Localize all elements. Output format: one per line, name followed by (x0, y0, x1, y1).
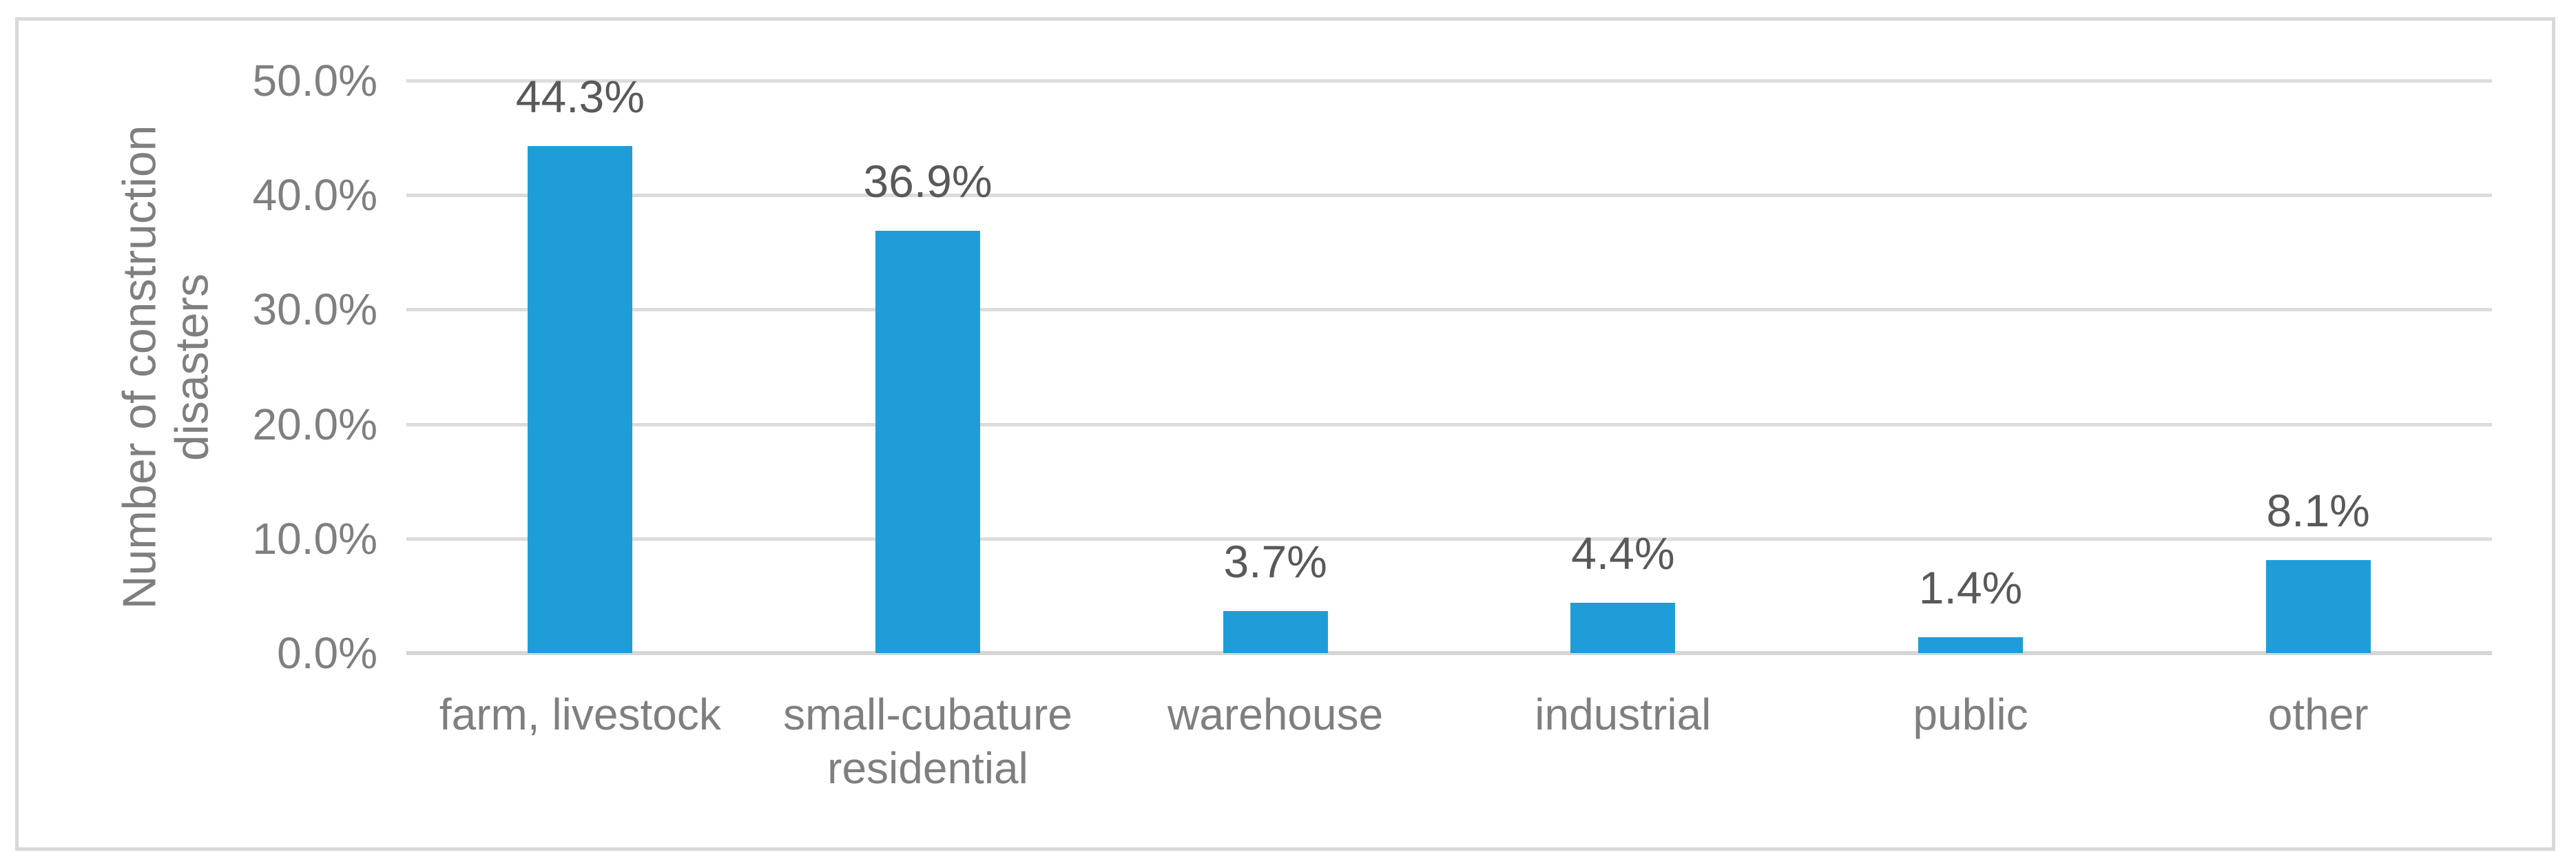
category-label: industrial (1535, 690, 1712, 739)
bar-value-label: 36.9% (863, 155, 993, 207)
bar-value-label: 4.4% (1571, 527, 1675, 579)
bar-value-label: 44.3% (515, 70, 645, 122)
gridline (406, 308, 2492, 312)
bar (528, 145, 633, 653)
category-label: public (1913, 690, 2028, 739)
category-label: other (2267, 690, 2369, 739)
y-tick-label: 40.0% (252, 170, 377, 220)
bar (2265, 560, 2371, 653)
category-label: farm, livestock (439, 690, 721, 739)
y-tick-label: 30.0% (252, 285, 377, 335)
y-tick-label: 10.0% (252, 513, 377, 564)
y-axis-title-container: Number of construction disasters (38, 81, 293, 653)
category-label: warehouse (1167, 690, 1384, 739)
gridline (406, 422, 2492, 426)
y-tick-label: 50.0% (252, 56, 377, 105)
y-axis-title: Number of construction disasters (113, 125, 218, 609)
bar (1570, 602, 1676, 653)
gridline (406, 194, 2492, 198)
bar (1223, 610, 1328, 653)
gridline (406, 79, 2492, 83)
y-tick-label: 0.0% (277, 628, 377, 678)
gridline (406, 537, 2492, 541)
x-axis-line (406, 651, 2492, 655)
bar-value-label: 3.7% (1223, 535, 1327, 587)
bar-value-label: 1.4% (1918, 561, 2023, 613)
category-label: small-cubature residential (783, 690, 1072, 793)
bar (875, 230, 980, 653)
chart-border (15, 17, 2555, 851)
y-tick-label: 20.0% (252, 399, 377, 449)
bar-value-label: 8.1% (2266, 485, 2370, 537)
bar (1918, 637, 2023, 653)
